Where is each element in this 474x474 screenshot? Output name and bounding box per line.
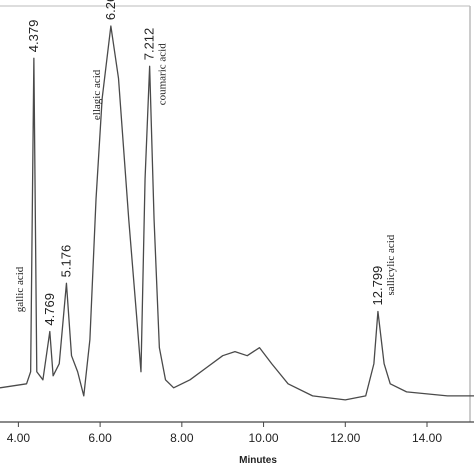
x-tick-label: 8.00 <box>170 431 194 445</box>
trace-line <box>0 25 474 401</box>
compound-label: ellagic acid <box>91 69 103 120</box>
x-tick-label: 4.00 <box>7 431 31 445</box>
x-tick-label: 10.00 <box>249 431 279 445</box>
compound-label: sallicylic acid <box>385 234 397 295</box>
peak-time-label: 4.379 <box>26 20 41 53</box>
peak-time-label: 6.263 <box>103 0 118 20</box>
x-tick-label: 14.00 <box>412 431 442 445</box>
peak-time-label: 12.799 <box>370 266 385 306</box>
peak-time-label: 5.176 <box>58 245 73 278</box>
x-tick-label: 12.00 <box>330 431 360 445</box>
x-axis-title: Minutes <box>239 455 277 466</box>
compound-label: coumaric acid <box>157 43 169 105</box>
peak-time-label: 7.212 <box>142 28 157 61</box>
x-tick-label: 6.00 <box>88 431 112 445</box>
compound-label: gallic acid <box>14 266 26 312</box>
peak-time-label: 4.769 <box>42 293 57 326</box>
